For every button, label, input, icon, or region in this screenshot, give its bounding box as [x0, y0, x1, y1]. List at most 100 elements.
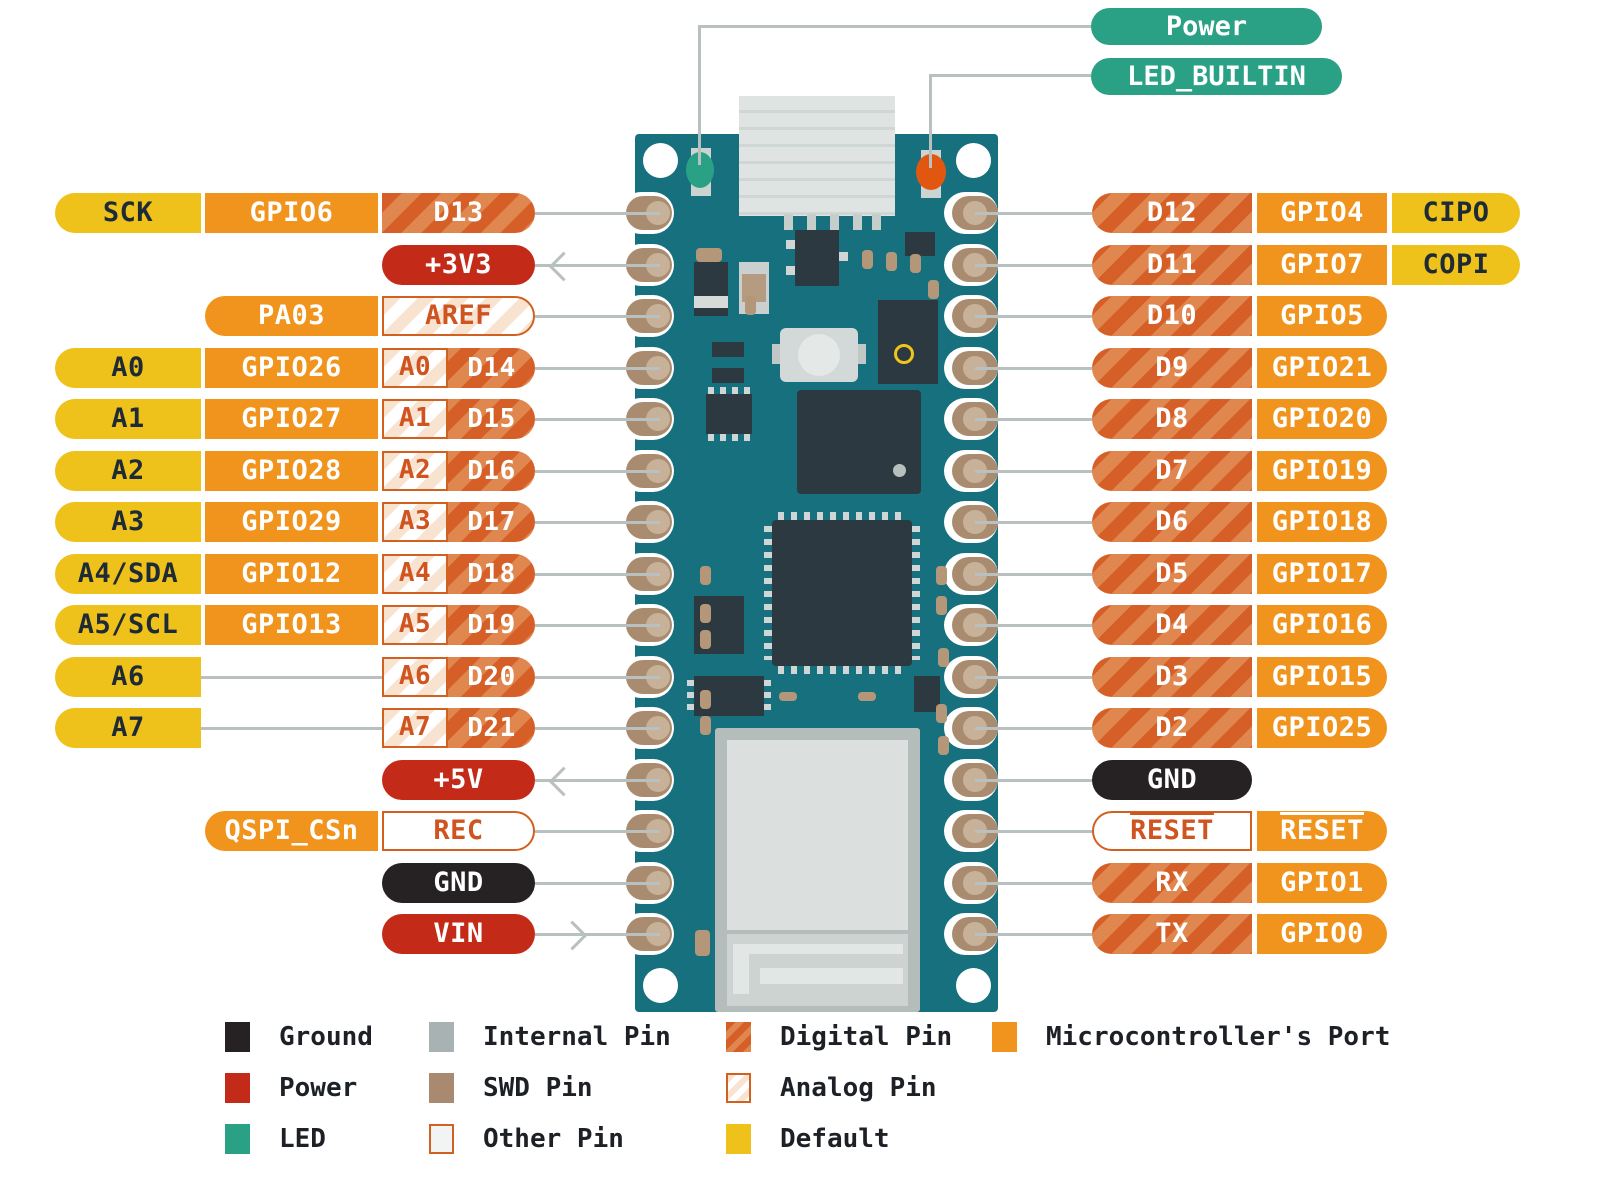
arrow-left-icon — [548, 766, 579, 796]
chip — [712, 368, 744, 383]
rf-shield — [727, 740, 908, 930]
reset-button-cap — [798, 334, 840, 376]
smd-passive — [862, 250, 873, 269]
pin-pill-port: GPIO21 — [1257, 347, 1387, 388]
button-tab — [772, 344, 780, 364]
digital-segment: D21 — [467, 713, 516, 743]
diode-band — [694, 296, 728, 308]
analog-segment: A2 — [382, 450, 448, 491]
sensor-ring — [894, 344, 914, 364]
ic-pins — [687, 680, 694, 712]
pin-wire — [535, 212, 660, 215]
small-ic — [905, 232, 935, 256]
legend-swatch-port — [992, 1022, 1017, 1052]
smd-passive — [700, 716, 711, 735]
pin-wire — [535, 933, 660, 936]
legend-swatch-swd — [429, 1073, 454, 1103]
pin-pill-default: A5/SCL — [55, 605, 201, 645]
pin-pill-port: GPIO15 — [1257, 656, 1387, 697]
pin-pill-port: GPIO29 — [205, 502, 378, 542]
pin-pill-default: A4/SDA — [55, 553, 201, 594]
pin-pill-analog-digital: A4 D18 — [382, 553, 535, 594]
pin-pill-port: QSPI_CSn — [205, 811, 378, 851]
pin-wire — [535, 366, 660, 370]
pin-pill-digital: D12 — [1092, 193, 1252, 233]
analog-segment: A7 — [382, 708, 448, 748]
pin-pill-other: RESET — [1092, 811, 1252, 851]
smd-passive — [696, 248, 722, 262]
pin-pill-digital: D11 — [1092, 244, 1252, 285]
mounting-hole — [956, 968, 991, 1003]
eight-pin-ic — [706, 394, 752, 434]
analog-segment: A5 — [382, 605, 448, 645]
pin-wire — [535, 418, 660, 421]
pin-pill-port: GPIO18 — [1257, 502, 1387, 542]
small-ic — [914, 676, 940, 712]
mounting-hole — [643, 968, 678, 1003]
led-callout-wire-v — [929, 74, 932, 168]
pin-pill-analog-digital: A6 D20 — [382, 656, 535, 697]
pin-wire — [535, 572, 660, 576]
pin-pill-default: A2 — [55, 450, 201, 491]
pin-pill-digital: D8 — [1092, 399, 1252, 439]
pin-pill-digital: D7 — [1092, 450, 1252, 491]
pin-wire — [535, 315, 660, 318]
pin-pill-power: +5V — [382, 759, 535, 800]
pin-wire — [535, 778, 660, 782]
pin-pill-ground: GND — [382, 862, 535, 903]
pin-wire — [975, 521, 1093, 524]
digital-segment: D15 — [467, 404, 516, 434]
digital-segment: D16 — [467, 455, 516, 486]
digital-segment: D18 — [467, 558, 516, 589]
pin-pill-port: GPIO12 — [205, 553, 378, 594]
pin-pill-analog-digital: A3 D17 — [382, 502, 535, 542]
pin-pill-analog-digital: A2 D16 — [382, 450, 535, 491]
legend-swatch-default — [726, 1124, 751, 1154]
legend-swatch-analog — [726, 1073, 751, 1103]
regulator-ic — [795, 230, 839, 286]
legend-swatch-other — [429, 1124, 454, 1154]
smd-passive — [886, 252, 897, 271]
pin-pill-digital: D5 — [1092, 553, 1252, 594]
pin-wire — [535, 675, 660, 679]
pin-pill-port: GPIO25 — [1257, 708, 1387, 748]
pin-wire — [975, 778, 1093, 782]
chip — [712, 342, 744, 357]
legend-label: Internal Pin — [483, 1022, 671, 1052]
pin-pill-default: CIPO — [1392, 193, 1520, 233]
pin-wire — [535, 624, 660, 627]
pin-pill-digital: RX — [1092, 862, 1252, 903]
ic-leg — [786, 240, 795, 249]
pin-pill-port: GPIO13 — [205, 605, 378, 645]
pin-pill-port: GPIO7 — [1257, 244, 1387, 285]
pin-label: RESET — [1280, 815, 1364, 846]
digital-segment: D20 — [467, 661, 516, 692]
button-tab — [858, 344, 866, 364]
pin-wire — [535, 263, 660, 267]
legend-label: Power — [279, 1073, 358, 1103]
smd-passive — [700, 690, 711, 709]
pin-pill-port: GPIO19 — [1257, 450, 1387, 491]
pin-pill-port: GPIO1 — [1257, 862, 1387, 903]
analog-segment: A0 — [382, 347, 448, 388]
pin-pill-port: GPIO17 — [1257, 553, 1387, 594]
legend-label: Ground — [279, 1022, 373, 1052]
pin-pill-port: GPIO0 — [1257, 914, 1387, 954]
pin-wire — [975, 366, 1093, 370]
pin-pill-default: COPI — [1392, 244, 1520, 285]
smd-passive — [745, 296, 756, 315]
usb-leg — [853, 214, 862, 230]
pin-pill-default: A3 — [55, 502, 201, 542]
digital-segment: D17 — [467, 507, 516, 537]
pin-pill-port: PA03 — [205, 296, 378, 336]
power-callout-wire-h — [700, 25, 1091, 28]
sensor-ic — [878, 300, 938, 384]
pin-wire — [975, 881, 1093, 885]
pin-pill-analog-digital: A5 D19 — [382, 605, 535, 645]
pin-wire — [535, 830, 660, 833]
ic-pins — [708, 434, 750, 441]
pin-wire — [535, 469, 660, 473]
pin-wire — [535, 881, 660, 885]
usb-leg — [830, 214, 839, 230]
